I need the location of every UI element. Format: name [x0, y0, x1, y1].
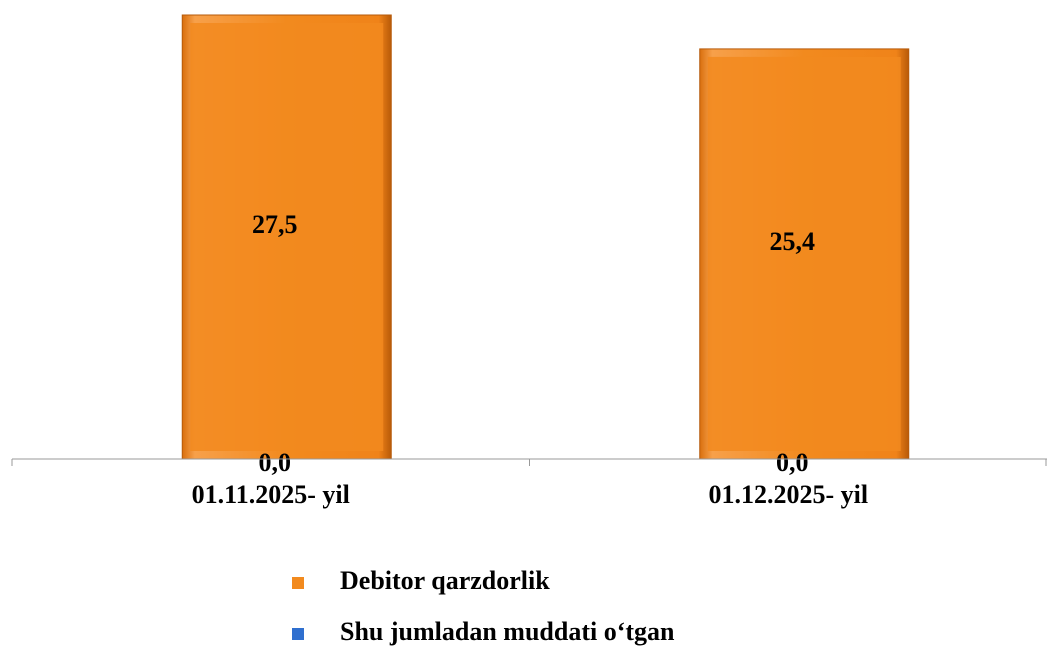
legend-label: Shu jumladan muddati o‘tgan: [340, 617, 675, 646]
value-label: 0,0: [259, 448, 292, 477]
value-label: 25,4: [770, 227, 816, 256]
legend-marker: [292, 577, 304, 589]
bar-bevel: [707, 56, 901, 451]
legend-label: Debitor qarzdorlik: [340, 566, 550, 595]
x-tick-label: 01.12.2025- yil: [708, 480, 868, 509]
x-tick-label: 01.11.2025- yil: [192, 480, 350, 509]
value-label: 0,0: [776, 448, 809, 477]
legend-marker: [292, 628, 304, 640]
bar-bevel: [190, 23, 384, 451]
value-label: 27,5: [252, 210, 298, 239]
